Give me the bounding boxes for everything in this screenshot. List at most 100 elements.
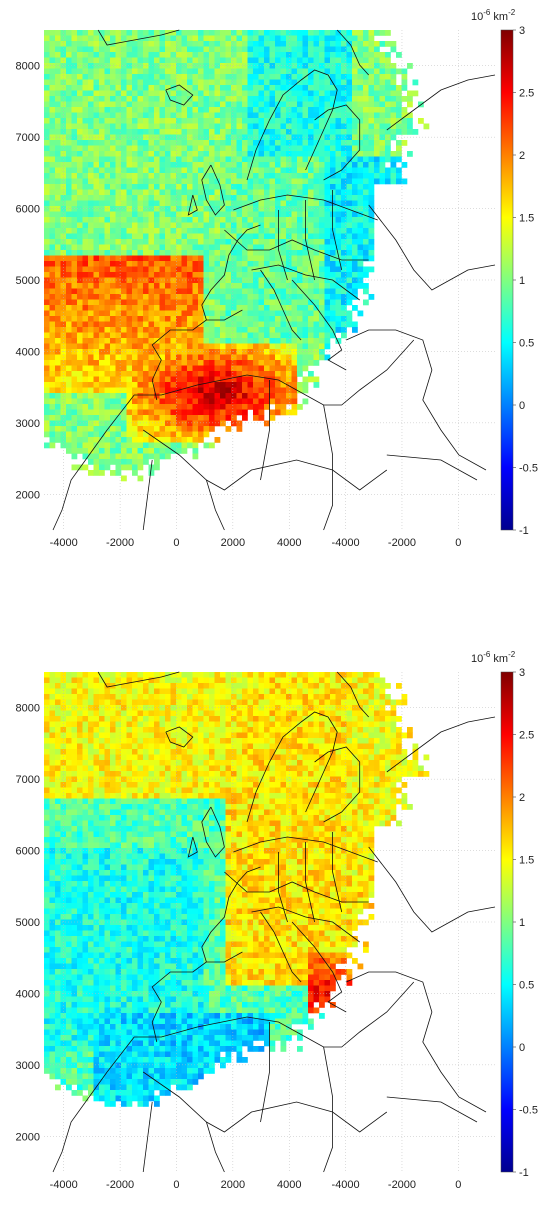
heatmap-cell [154,415,160,421]
heatmap-cell [143,404,149,410]
heatmap-cell [231,261,237,267]
heatmap-cell [154,118,160,124]
heatmap-cell [143,393,149,399]
heatmap-cell [242,107,248,113]
heatmap-cell [55,327,61,333]
heatmap-cell [187,261,193,267]
heatmap-cell [270,96,276,102]
heatmap-cell [94,96,100,102]
heatmap-cell [110,333,116,339]
heatmap-cell [369,294,375,300]
heatmap-cell [44,426,50,432]
heatmap-cell [215,294,221,300]
heatmap-cell [226,190,232,196]
heatmap-cell [209,278,215,284]
heatmap-cell [143,355,149,361]
heatmap-cell [325,672,331,678]
heatmap-cell [171,426,177,432]
heatmap-cell [88,294,94,300]
heatmap-cell [116,316,122,322]
heatmap-cell [187,267,193,273]
heatmap-cell [303,190,309,196]
heatmap-cell [402,129,408,135]
heatmap-cell [391,162,397,168]
heatmap-cell [121,377,127,383]
heatmap-cell [281,206,287,212]
heatmap-cell [138,278,144,284]
heatmap-cell [193,140,199,146]
heatmap-cell [83,52,89,58]
heatmap-cell [44,322,50,328]
heatmap-cell [270,190,276,196]
heatmap-cell [105,283,111,289]
heatmap-cell [281,327,287,333]
heatmap-cell [138,465,144,471]
heatmap-cell [44,157,50,163]
heatmap-cell [176,272,182,278]
heatmap-cell [275,162,281,168]
heatmap-cell [281,118,287,124]
heatmap-cell [143,190,149,196]
heatmap-cell [248,85,254,91]
heatmap-cell [275,151,281,157]
heatmap-cell [143,300,149,306]
heatmap-cell [99,711,105,717]
heatmap-cell [220,96,226,102]
heatmap-cell [154,333,160,339]
heatmap-cell [209,96,215,102]
heatmap-cell [215,140,221,146]
heatmap-cell [286,250,292,256]
heatmap-cell [281,410,287,416]
heatmap-cell [297,162,303,168]
heatmap-cell [50,267,56,273]
heatmap-cell [66,168,72,174]
heatmap-cell [149,410,155,416]
heatmap-cell [198,36,204,42]
heatmap-cell [160,349,166,355]
heatmap-cell [94,201,100,207]
heatmap-cell [275,129,281,135]
heatmap-cell [182,36,188,42]
heatmap-cell [297,184,303,190]
heatmap-cell [72,107,78,113]
heatmap-cell [143,74,149,80]
heatmap-cell [220,212,226,218]
heatmap-cell [176,360,182,366]
heatmap-cell [347,234,353,240]
heatmap-cell [308,201,314,207]
heatmap-cell [50,283,56,289]
heatmap-cell [275,217,281,223]
heatmap-cell [292,404,298,410]
heatmap-cell [77,69,83,75]
heatmap-cell [61,278,67,284]
heatmap-cell [319,30,325,36]
heatmap-cell [385,124,391,130]
heatmap-cell [165,135,171,141]
heatmap-cell [171,272,177,278]
heatmap-cell [275,74,281,80]
heatmap-cell [72,426,78,432]
heatmap-cell [198,206,204,212]
heatmap-cell [325,206,331,212]
heatmap-cell [77,694,83,700]
heatmap-cell [270,151,276,157]
heatmap-cell [77,80,83,86]
heatmap-cell [83,239,89,245]
heatmap-cell [242,289,248,295]
heatmap-cell [231,96,237,102]
heatmap-cell [61,338,67,344]
heatmap-cell [253,694,259,700]
heatmap-cell [259,239,265,245]
heatmap-cell [275,91,281,97]
heatmap-cell [176,689,182,695]
heatmap-cell [242,30,248,36]
heatmap-cell [72,465,78,471]
heatmap-cell [99,355,105,361]
heatmap-cell [253,261,259,267]
heatmap-cell [176,124,182,130]
heatmap-cell [352,80,358,86]
heatmap-cell [72,36,78,42]
heatmap-cell [319,344,325,350]
heatmap-cell [138,124,144,130]
heatmap-cell [77,432,83,438]
